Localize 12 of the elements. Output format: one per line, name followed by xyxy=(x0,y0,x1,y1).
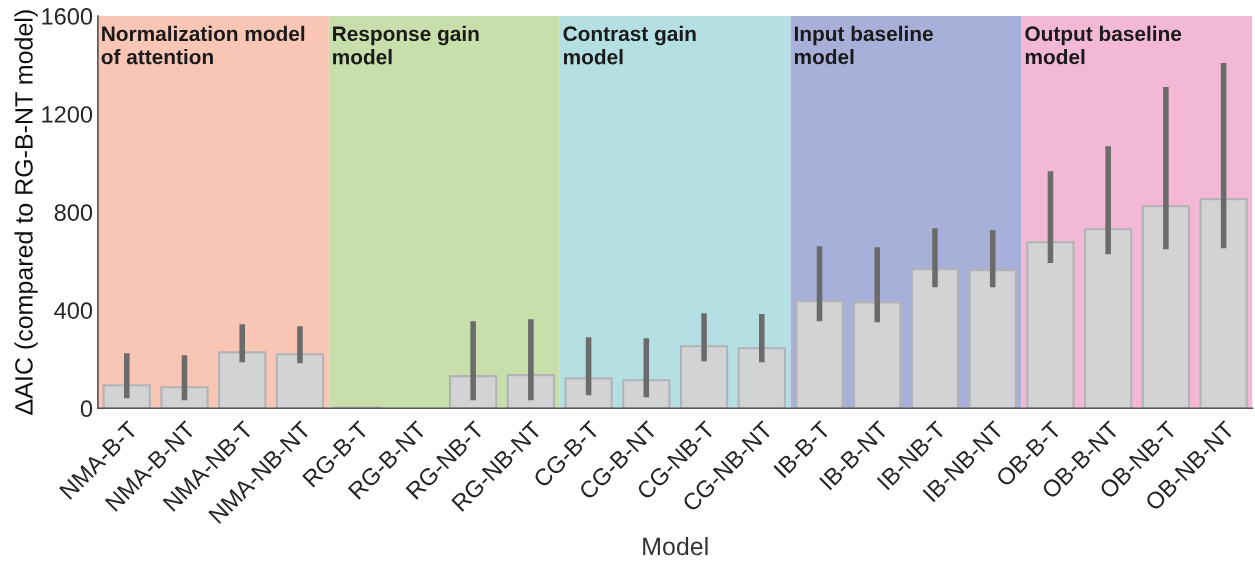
band-label: Response gain model xyxy=(333,25,479,65)
y-tick-label: 1200 xyxy=(42,106,93,123)
band-label: Contrast gain model xyxy=(563,25,696,65)
band-label: Input baseline model xyxy=(794,25,933,65)
y-tick-label: 800 xyxy=(54,204,93,221)
band-label: Normalization model of attention xyxy=(101,25,305,65)
y-tick-label: 1600 xyxy=(42,8,93,25)
y-tick-label: 0 xyxy=(80,400,93,418)
y-tick-label: 400 xyxy=(54,302,93,319)
band-label: Output baseline model xyxy=(1025,25,1182,65)
y-axis-title: ΔAIC (compared to RG-B-NT model) xyxy=(14,10,38,415)
x-axis-title: Model xyxy=(643,536,708,556)
